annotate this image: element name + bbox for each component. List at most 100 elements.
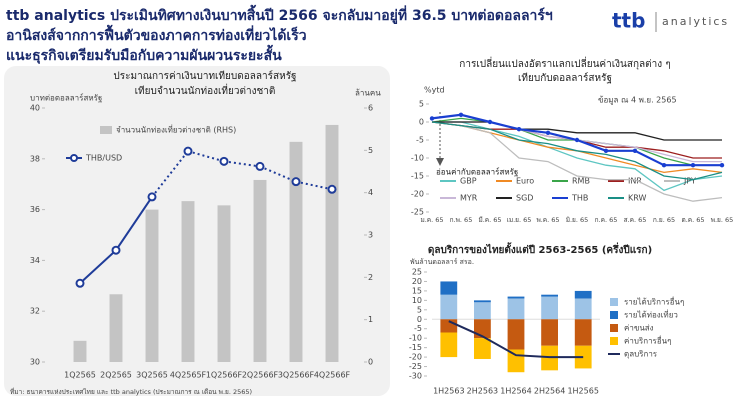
legend-label: THB [571, 194, 588, 203]
y-tick-label: 3 [368, 231, 373, 240]
line-marker [545, 130, 551, 135]
bar-segment [574, 298, 592, 320]
legend-label: SGD [516, 194, 533, 203]
y-tick-label: -10 [409, 334, 422, 343]
bar-segment [440, 281, 458, 295]
bar-segment [507, 298, 525, 320]
line-segment [295, 180, 333, 191]
y-tick-label: -30 [409, 372, 422, 381]
legend-label: KRW [628, 194, 646, 203]
x-tick-label: พ.ค. 65 [536, 216, 559, 224]
series-line [432, 121, 722, 141]
bar [73, 340, 87, 362]
y-tick-label: -5 [414, 324, 422, 333]
y-axis-label: บาทต่อดอลลาร์สหรัฐ [30, 93, 102, 103]
legend-label: ค่าขนส่ง [624, 324, 654, 333]
note: ข้อมูล ณ 4 พ.ย. 2565 [598, 96, 677, 106]
bar [253, 179, 267, 362]
chart-title: ดุลบริการของไทยตั้งแต่ปี 2563-2565 (ครึ่… [428, 242, 652, 256]
y-tick-label: -20 [409, 353, 422, 362]
line-segment [187, 150, 225, 163]
series-line [448, 320, 584, 359]
legend-label: RMB [572, 177, 590, 186]
bar-segment [574, 290, 592, 299]
legend-label: THB/USD [85, 154, 122, 163]
x-tick-label: 2Q2565 [100, 371, 132, 380]
line-marker [458, 112, 464, 118]
line-segment [223, 160, 261, 168]
x-tick-label: ม.ค. 65 [420, 216, 443, 224]
arrow-head [436, 158, 444, 166]
x-tick-label: 3Q2566F [278, 371, 315, 380]
x-tick-label: พ.ย. 65 [711, 216, 734, 224]
line-marker [75, 278, 85, 288]
line-marker [690, 163, 696, 168]
legend-swatch [100, 126, 112, 134]
legend-swatch [610, 298, 618, 306]
legend-label: GBP [460, 177, 477, 186]
x-tick-label: ก.พ. 65 [450, 216, 473, 224]
x-tick-label: 2Q2566F [242, 371, 279, 380]
x-tick-label: 1Q2566F [206, 371, 243, 380]
y-tick-label: 2 [368, 273, 373, 282]
legend-swatch [610, 311, 618, 319]
line-marker [327, 184, 337, 194]
x-tick-label: 2H2563 [467, 387, 498, 396]
x-tick-label: 1H2565 [567, 387, 598, 396]
line-marker [255, 161, 265, 171]
line-marker [719, 163, 725, 168]
legend-swatch [610, 324, 618, 332]
y-tick-label: 32 [30, 307, 40, 316]
line-marker [111, 245, 121, 255]
legend-label: รายได้บริการอื่นๆ [624, 296, 684, 307]
x-tick-label: ต.ค. 65 [681, 216, 704, 224]
line-marker [487, 119, 493, 125]
logo-brand: ttb [612, 9, 645, 33]
legend-label: ค่าบริการอื่นๆ [624, 335, 671, 346]
chart-subtitle: เทียบจำนวนนักท่องเที่ยวต่างชาติ [135, 83, 276, 97]
x-tick-label: เม.ย. 65 [507, 216, 532, 224]
bar-segment [507, 319, 525, 350]
x-tick-label: มี.ค. 65 [478, 216, 501, 224]
logo-text: analytics [662, 15, 729, 28]
bar-segment [474, 300, 491, 303]
bar-segment [574, 319, 592, 346]
legend-marker [70, 154, 78, 162]
headline: ttb analytics ประเมินทิศทางเงินบาทสิ้นปี… [6, 4, 553, 24]
series-line [432, 121, 723, 192]
x-tick-label: 3Q2565 [136, 371, 168, 380]
headline: อานิสงส์จากการฟื้นตัวของภาคการท่องเที่ยว… [6, 24, 307, 44]
line-marker [516, 127, 522, 132]
y-axis-label: พันล้านดอลลาร์ สรอ. [410, 258, 474, 266]
series-line [431, 121, 723, 202]
line-marker [147, 192, 157, 202]
chart-title: การเปลี่ยนแปลงอัตราแลกเปลี่ยนค่าเงินสกุล… [459, 56, 670, 70]
y-tick-label: 40 [30, 104, 40, 113]
y-tick-label: 5 [419, 100, 424, 109]
bar [325, 124, 339, 362]
y-tick-label: 5 [417, 305, 422, 314]
line-marker [603, 148, 609, 153]
y-tick-label: -25 [409, 362, 422, 371]
series-line [431, 121, 723, 181]
bar-segment [474, 302, 491, 320]
legend-label: จำนวนนักท่องเที่ยวต่างชาติ (RHS) [116, 124, 236, 135]
bar-segment [440, 332, 458, 358]
bar [109, 294, 123, 362]
bar-segment [541, 319, 558, 346]
x-tick-label: 1H2564 [500, 387, 531, 396]
x-tick-label: 4Q2566F [314, 371, 351, 380]
legend-label: รายได้ท่องเที่ยว [624, 309, 678, 320]
line-marker [183, 146, 193, 156]
line-segment [115, 196, 153, 251]
y-tick-label: 10 [412, 296, 422, 305]
x-tick-label: 2H2564 [534, 387, 565, 396]
bar [289, 141, 303, 362]
y-tick-label: 34 [30, 256, 40, 265]
line-marker [219, 156, 229, 166]
bar-segment [440, 294, 458, 320]
bar [181, 201, 195, 362]
legend-label: MYR [460, 194, 478, 203]
legend-label: INR [628, 177, 642, 186]
line-marker [291, 177, 301, 187]
